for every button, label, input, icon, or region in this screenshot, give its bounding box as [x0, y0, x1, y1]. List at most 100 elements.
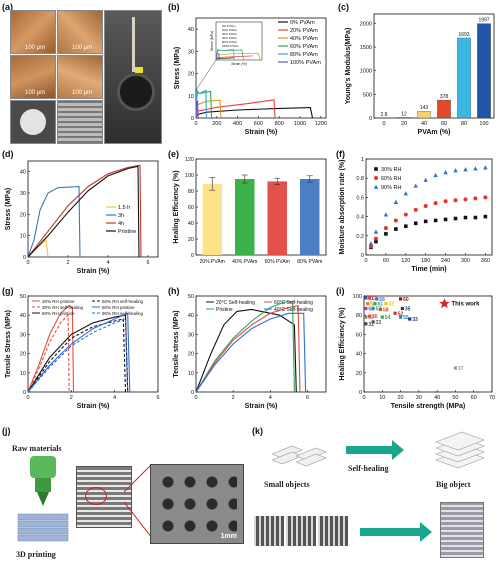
data-point: [367, 314, 372, 318]
x-axis-label: PVAm (%): [418, 129, 451, 136]
y-tick-label: 40: [188, 27, 194, 33]
y-tick-label: 20: [188, 352, 194, 358]
data-point: [453, 198, 458, 203]
x-tick-label: 80% PVAm: [297, 259, 322, 265]
data-point-label: 60: [403, 297, 409, 303]
x-tick-label: 60% PVAm: [265, 259, 290, 265]
data-point: [433, 201, 438, 206]
scale-label-3: 100 μm: [25, 90, 46, 96]
data-point: [393, 199, 399, 204]
panel-f: (f) 0 60 120 180 240 300 360 0 0.2 0.4 0.6 0.8 1 Time…: [334, 147, 500, 282]
this-work-star: [439, 298, 450, 309]
panel-label-k: (k): [252, 426, 263, 436]
x-tick-label: 2: [70, 395, 73, 401]
y-tick-label: 10: [188, 94, 194, 100]
panel-k: (k) Small objects Self-healing Big objec…: [250, 424, 500, 562]
y-axis-label: Tensile stress (MPa): [173, 310, 180, 377]
plot-frame: [195, 295, 327, 393]
series-line: [195, 312, 307, 393]
data-point: [408, 317, 412, 321]
panel-b: (b) 0 200 400 600 800 1000 1200 0 10 20 30 40 Strain…: [166, 0, 334, 145]
mesh-film-photo: [57, 100, 103, 144]
data-point: [453, 216, 458, 221]
legend-entry: Pristine: [118, 229, 136, 235]
data-point: [375, 297, 379, 301]
x-tick-label: 180: [421, 258, 430, 264]
x-tick-label: 4: [106, 260, 109, 266]
bar: [417, 111, 431, 119]
series-line: [27, 314, 129, 393]
x-tick-label: 1200: [315, 121, 327, 127]
y-tick-label: 0: [361, 253, 364, 259]
x-tick-label: 40: [421, 121, 427, 127]
film-disc: [20, 109, 46, 135]
data-point: [373, 229, 379, 234]
legend-entry: 100% PVAm: [290, 60, 321, 66]
y-tick-label: 100: [353, 294, 362, 300]
data-point: [423, 177, 428, 182]
data-point: [413, 221, 418, 226]
x-tick-label: 1000: [294, 121, 306, 127]
legend-marker: [374, 167, 378, 171]
inset-connector: [195, 59, 217, 91]
x-tick-label: 2: [232, 395, 235, 401]
x-tick-label: 800: [275, 121, 284, 127]
zoom-circle: [85, 487, 107, 505]
x-axis-label: Time (min): [411, 266, 446, 273]
y-tick-label: 10: [20, 234, 26, 240]
inset-legend-entry: 100% PVAm: [222, 44, 239, 48]
data-point: [423, 219, 428, 224]
x-tick-label: 30: [416, 395, 422, 401]
bar: [235, 179, 255, 255]
scale-label-2: 100 μm: [72, 45, 93, 51]
legend-entry: 90% RH self-healing: [102, 311, 144, 316]
bar: [397, 117, 411, 119]
printer-nozzle-illustration: [17, 456, 69, 542]
data-point: [403, 212, 408, 217]
yellow-marker: [135, 67, 143, 73]
data-point: [384, 302, 388, 306]
chart-h: 0 2 4 6 0 10 20 30 40 50 Strain (%) Tensile stress …: [173, 294, 327, 410]
data-point: [393, 311, 397, 315]
data-point: [400, 306, 404, 311]
x-axis-label: Tensile strength (MPa): [391, 403, 466, 410]
series-line: [195, 304, 301, 393]
y-tick-label: 50: [20, 294, 26, 300]
plot-frame: [365, 158, 493, 256]
film-disc-photo: [10, 100, 56, 144]
y-tick-label: 60: [188, 205, 194, 211]
chart-f: 0 60 120 180 240 300 360 0 0.2 0.4 0.6 0.8 1 Time (mi…: [339, 157, 493, 273]
bar-value-label: 378: [440, 94, 449, 100]
y-tick-label: 100: [185, 173, 194, 179]
data-point-label: 62: [372, 296, 378, 302]
big-object-label: Big object: [436, 480, 471, 489]
inset-legend-entry: 20% PVAm: [222, 28, 238, 32]
legend-entry: 30% RH self-healing: [42, 305, 84, 310]
x-tick-label: 10: [379, 395, 385, 401]
data-point: [383, 212, 389, 217]
chart-g: 0 2 4 6 0 10 20 30 40 50 Strain (%) Tensile Stress …: [5, 294, 160, 410]
y-axis-label: Moisture absorption rate (%): [339, 160, 346, 255]
y-tick-label: 0: [191, 390, 194, 396]
x-tick-label: 2: [66, 260, 69, 266]
data-point: [393, 218, 398, 223]
series-line: [195, 88, 207, 119]
legend-entry: 60°C Self-healing: [274, 300, 313, 306]
chart-e: 0 20 40 60 80 100 120 20% PVAm 40% PVAm 60% PVAm 8…: [173, 157, 327, 265]
y-tick-label: 120: [185, 157, 194, 163]
data-point-label: 54: [385, 315, 391, 321]
y-axis-label: Healing Efficiency (%): [339, 307, 346, 380]
data-point: [483, 165, 488, 170]
bar-value-label: 2.8: [381, 112, 388, 118]
bar-value-label: 143: [420, 105, 429, 111]
scale-label-1: 100 μm: [25, 45, 46, 51]
zoom-lines: [124, 463, 153, 539]
series-line: [195, 100, 199, 119]
plot-frame: [363, 295, 493, 393]
this-work-label: This work: [451, 302, 480, 308]
y-tick-label: 80: [188, 189, 194, 195]
y-tick-label: 0: [23, 255, 26, 261]
legend-entry: 40% PVAm: [290, 36, 318, 42]
data-point: [433, 172, 438, 178]
legend-entry: 60% RH self-healing: [102, 299, 144, 304]
